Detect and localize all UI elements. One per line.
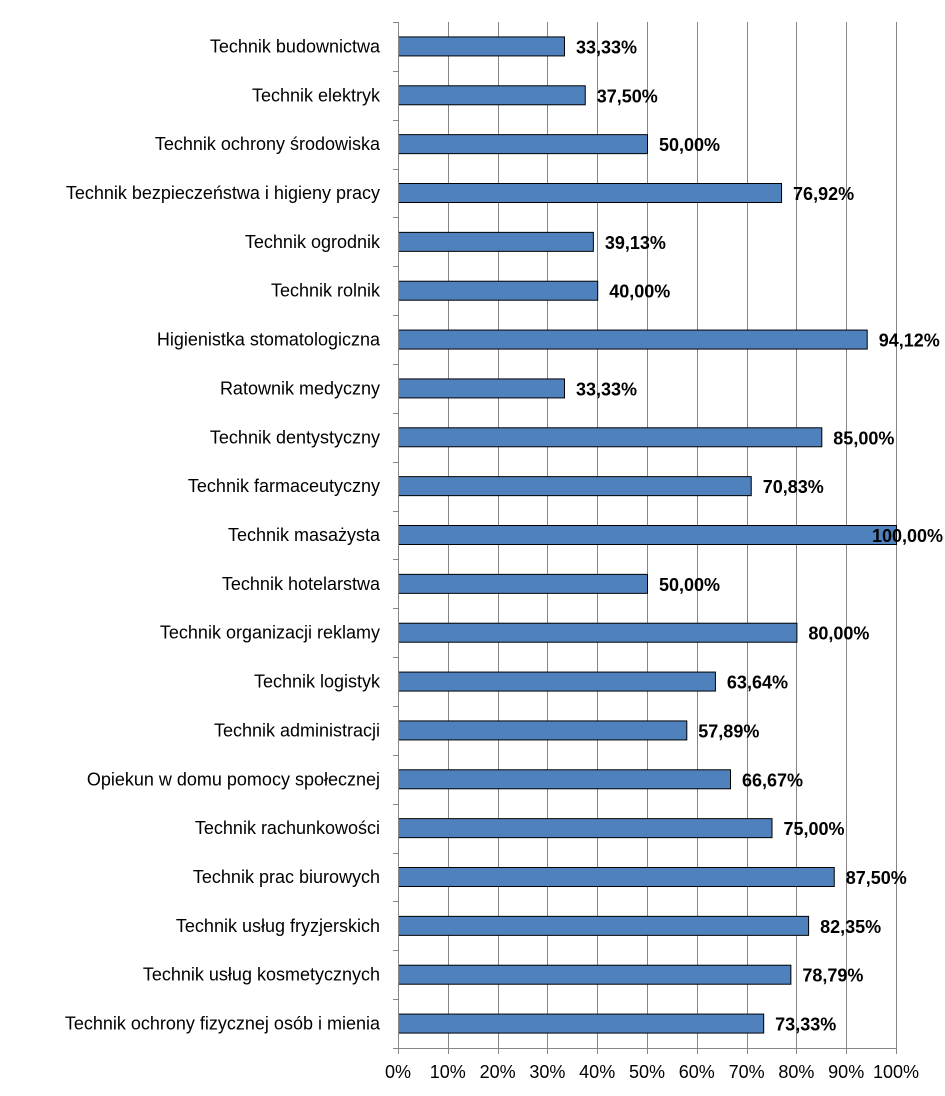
category-label: Technik farmaceutyczny <box>188 476 380 496</box>
x-tick-label: 50% <box>629 1062 665 1082</box>
x-tick-label: 90% <box>828 1062 864 1082</box>
data-label: 87,50% <box>846 868 907 888</box>
data-label: 70,83% <box>763 477 824 497</box>
category-label: Technik ogrodnik <box>245 232 381 252</box>
category-label: Technik rachunkowości <box>195 818 380 838</box>
category-label: Opiekun w domu pomocy społecznej <box>87 769 380 789</box>
data-label: 82,35% <box>820 917 881 937</box>
x-tick-label: 80% <box>778 1062 814 1082</box>
data-label: 85,00% <box>833 428 894 448</box>
bar <box>398 720 688 741</box>
data-label: 63,64% <box>727 673 788 693</box>
data-label: 94,12% <box>879 331 940 351</box>
bar <box>398 769 732 790</box>
x-tick-label: 100% <box>873 1062 919 1082</box>
bars <box>398 36 897 1034</box>
x-tick-labels: 0% 10% 20% 30% 40% 50% 60% 70% 80% 90% 100% <box>385 1062 919 1082</box>
x-tick-label: 60% <box>679 1062 715 1082</box>
bar <box>398 134 648 155</box>
bar <box>398 476 752 497</box>
category-label: Ratownik medyczny <box>220 378 380 398</box>
category-label: Technik bezpieczeństwa i higieny pracy <box>66 183 380 203</box>
x-tick-label: 70% <box>729 1062 765 1082</box>
value-labels: 33,33% 37,50% 50,00% 76,92% 39,13% 40,00% 94,1… <box>576 37 943 1034</box>
x-tick-label: 30% <box>529 1062 565 1082</box>
data-label: 40,00% <box>609 282 670 302</box>
data-label: 37,50% <box>597 86 658 106</box>
data-label: 80,00% <box>808 624 869 644</box>
bar <box>398 85 586 106</box>
data-label: 100,00% <box>872 526 943 546</box>
x-tick-label: 0% <box>385 1062 411 1082</box>
category-label: Higienistka stomatologiczna <box>157 330 381 350</box>
bar <box>398 525 897 545</box>
category-label: Technik usług fryzjerskich <box>176 916 380 936</box>
data-label: 50,00% <box>659 135 720 155</box>
category-label: Technik logistyk <box>254 672 381 692</box>
bar <box>398 915 810 936</box>
data-label: 66,67% <box>742 770 803 790</box>
category-label: Technik administracji <box>214 720 380 740</box>
category-label: Technik ochrony środowiska <box>155 134 381 154</box>
bar <box>398 427 823 448</box>
category-label: Technik hotelarstwa <box>222 574 381 594</box>
data-label: 33,33% <box>576 379 637 399</box>
bar <box>398 378 565 399</box>
data-label: 39,13% <box>605 233 666 253</box>
category-labels: Technik budownictwa Technik elektryk Techn… <box>65 36 381 1033</box>
bar <box>398 818 773 839</box>
category-label: Technik masażysta <box>228 525 381 545</box>
category-label: Technik rolnik <box>271 281 381 301</box>
data-label: 57,89% <box>698 721 759 741</box>
bar <box>398 622 798 643</box>
bar <box>398 573 648 594</box>
category-label: Technik prac biurowych <box>193 867 380 887</box>
category-label: Technik dentystyczny <box>210 427 380 447</box>
category-label: Technik organizacji reklamy <box>160 623 380 643</box>
bar <box>398 231 594 252</box>
category-label: Technik usług kosmetycznych <box>143 965 380 985</box>
x-tick-label: 40% <box>579 1062 615 1082</box>
bar <box>398 329 868 350</box>
data-label: 76,92% <box>793 184 854 204</box>
data-label: 78,79% <box>802 966 863 986</box>
bar <box>398 964 792 985</box>
bar <box>398 671 716 692</box>
bar <box>398 36 565 57</box>
bar <box>398 183 783 203</box>
data-label: 75,00% <box>784 819 845 839</box>
bar <box>398 1013 765 1034</box>
category-label: Technik elektryk <box>252 85 381 105</box>
data-label: 33,33% <box>576 37 637 57</box>
bar <box>398 867 835 887</box>
data-label: 73,33% <box>775 1015 836 1035</box>
category-label: Technik ochrony fizycznej osób i mienia <box>65 1014 381 1034</box>
category-label: Technik budownictwa <box>210 36 381 56</box>
axes <box>393 22 897 1054</box>
data-label: 50,00% <box>659 575 720 595</box>
x-tick-label: 10% <box>430 1062 466 1082</box>
bar <box>398 280 599 301</box>
x-tick-label: 20% <box>480 1062 516 1082</box>
